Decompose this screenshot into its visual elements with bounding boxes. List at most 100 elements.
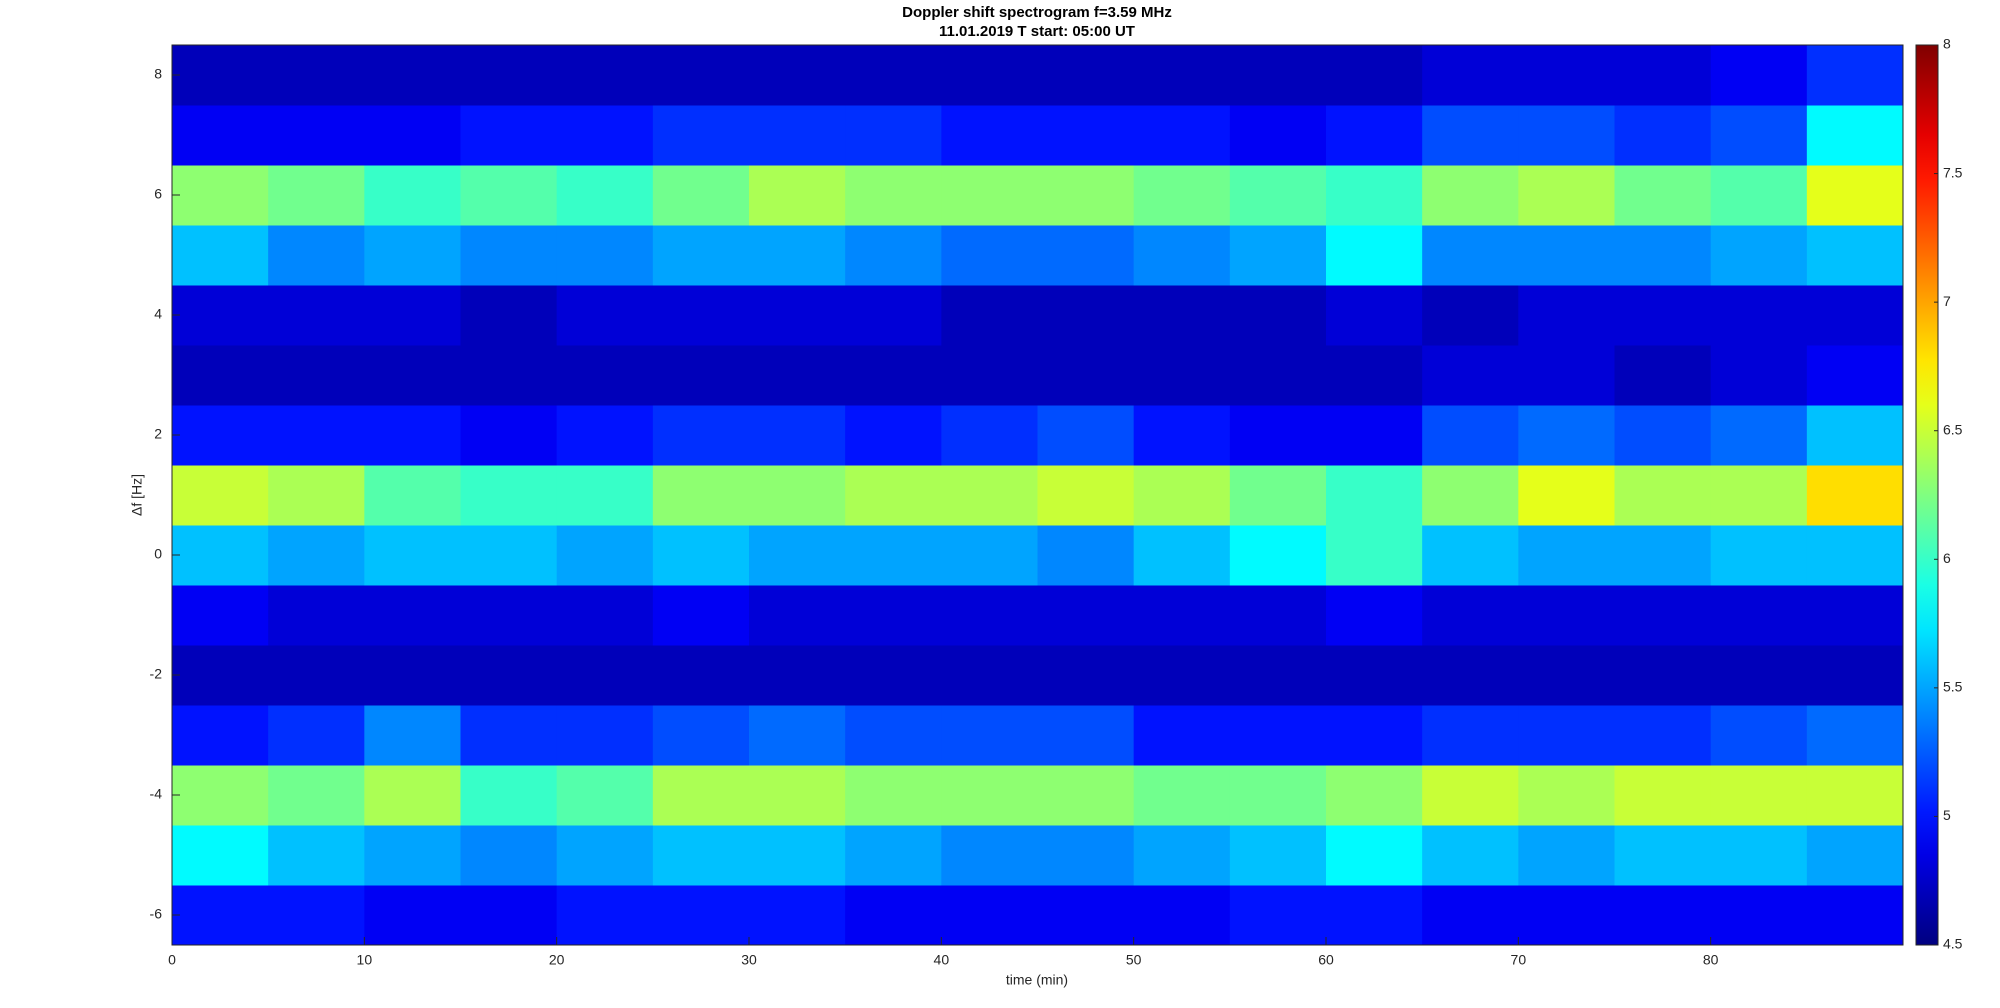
heat-cell — [172, 645, 269, 706]
colorbar-tick-label: 4.5 — [1943, 936, 1963, 952]
heat-cell — [845, 705, 942, 766]
heat-cell — [749, 225, 846, 286]
heat-cell — [1133, 885, 1231, 946]
heat-cell — [172, 225, 269, 286]
y-tick-label: 0 — [154, 546, 162, 562]
heat-cell — [1422, 885, 1519, 946]
heat-cell — [1037, 465, 1135, 526]
heat-cell — [1037, 285, 1135, 346]
heat-cell — [941, 105, 1038, 166]
heat-cell — [1710, 705, 1808, 766]
heat-cell — [1806, 765, 1904, 826]
heat-cell — [1422, 465, 1519, 526]
heat-cell — [1133, 465, 1231, 526]
heat-cell — [749, 105, 846, 166]
heat-cell — [941, 165, 1038, 226]
heat-cell — [941, 285, 1038, 346]
heat-cell — [1710, 285, 1808, 346]
heat-cell — [364, 105, 461, 166]
colorbar-tick-label: 5.5 — [1943, 679, 1963, 695]
heat-cell — [1422, 285, 1519, 346]
heat-cell — [749, 45, 846, 106]
heat-cell — [845, 885, 942, 946]
heat-cell — [172, 45, 269, 106]
heat-cell — [1518, 525, 1615, 586]
heat-cell — [652, 465, 750, 526]
heat-cell — [1422, 825, 1519, 886]
heat-cell — [268, 345, 365, 406]
heat-cell — [749, 345, 846, 406]
heat-cell — [941, 225, 1038, 286]
heat-cell — [1326, 645, 1423, 706]
heat-cell — [1614, 45, 1712, 106]
heat-cell — [556, 165, 654, 226]
heat-cell — [1518, 585, 1615, 646]
heat-cell — [1614, 465, 1712, 526]
heat-cell — [1037, 705, 1135, 766]
heat-cell — [749, 645, 846, 706]
heat-cell — [1229, 525, 1327, 586]
heat-cell — [172, 465, 269, 526]
heat-cell — [1710, 525, 1808, 586]
heat-cell — [845, 105, 942, 166]
heat-cell — [364, 285, 461, 346]
heat-cell — [1037, 765, 1135, 826]
heat-cell — [845, 225, 942, 286]
heat-cell — [556, 225, 654, 286]
heat-cell — [1229, 405, 1327, 466]
heat-cell — [364, 405, 461, 466]
heat-cell — [845, 525, 942, 586]
heat-cell — [845, 285, 942, 346]
heat-cell — [460, 45, 558, 106]
heat-cell — [1806, 885, 1904, 946]
heat-cell — [556, 585, 654, 646]
chart-subtitle: 11.01.2019 T start: 05:00 UT — [939, 23, 1135, 40]
heat-cell — [364, 165, 461, 226]
heat-cell — [556, 285, 654, 346]
heat-cell — [172, 705, 269, 766]
heat-cell — [556, 885, 654, 946]
x-tick-label: 80 — [1703, 952, 1719, 968]
heat-cell — [941, 345, 1038, 406]
heat-cell — [1710, 645, 1808, 706]
heat-cell — [1614, 525, 1712, 586]
heat-cell — [652, 705, 750, 766]
heat-cell — [1133, 525, 1231, 586]
heat-cell — [1614, 225, 1712, 286]
colorbar-tick-label: 8 — [1943, 36, 1951, 52]
heat-cell — [652, 45, 750, 106]
colorbar-tick-label: 5 — [1943, 807, 1951, 823]
heat-cell — [1614, 705, 1712, 766]
heat-cell — [1133, 105, 1231, 166]
heat-cell — [268, 225, 365, 286]
heat-cell — [1422, 585, 1519, 646]
heat-cell — [749, 405, 846, 466]
heat-cell — [268, 465, 365, 526]
heat-cell — [941, 705, 1038, 766]
heat-cell — [1614, 105, 1712, 166]
heat-cell — [364, 45, 461, 106]
colorbar — [1915, 44, 1939, 946]
heat-cell — [1806, 165, 1904, 226]
heat-cell — [1326, 45, 1423, 106]
heat-cell — [1422, 105, 1519, 166]
x-tick-label: 50 — [1126, 952, 1142, 968]
heat-cell — [1037, 885, 1135, 946]
x-tick-label: 30 — [741, 952, 757, 968]
heat-cell — [1326, 165, 1423, 226]
heat-cell — [1229, 765, 1327, 826]
heat-cell — [1229, 885, 1327, 946]
heat-cell — [268, 885, 365, 946]
heat-cell — [172, 405, 269, 466]
heat-cell — [172, 345, 269, 406]
heat-cell — [172, 105, 269, 166]
heat-cell — [941, 465, 1038, 526]
heat-cell — [1806, 705, 1904, 766]
heat-cell — [1710, 825, 1808, 886]
heat-cell — [1710, 45, 1808, 106]
heat-cell — [460, 345, 558, 406]
heat-cell — [172, 285, 269, 346]
heat-cell — [652, 285, 750, 346]
heat-cell — [1806, 525, 1904, 586]
y-tick-label: 4 — [154, 306, 162, 322]
